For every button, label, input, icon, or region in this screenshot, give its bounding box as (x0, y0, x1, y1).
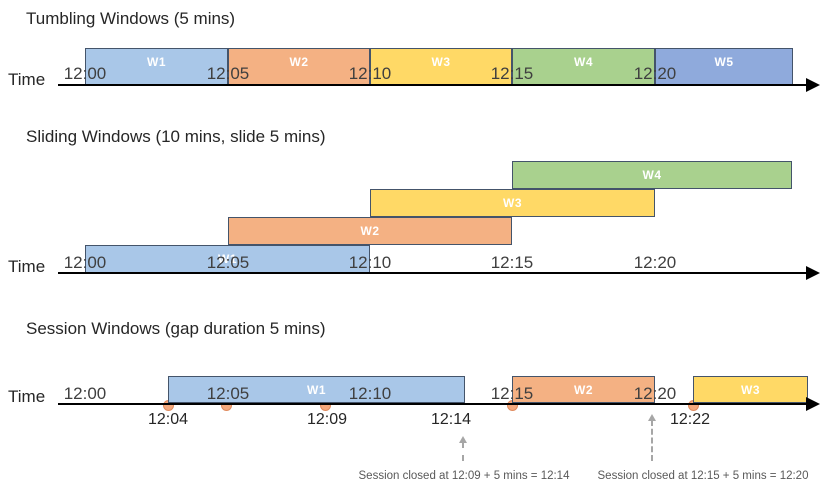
window-label: W3 (503, 196, 522, 210)
window-label: W1 (218, 252, 237, 266)
tick-label: 12:20 (633, 253, 677, 272)
tick-label: 12:20 (633, 384, 677, 403)
tick-label: 12:05 (206, 64, 250, 83)
axis-arrowhead-icon (806, 266, 820, 280)
callout-dashed-line (462, 442, 464, 461)
tick-label: 12:10 (348, 384, 392, 403)
session-axis-line (58, 403, 806, 405)
callout-text: Session closed at 12:09 + 5 mins = 12:14 (358, 470, 570, 482)
tick-label: 12:15 (490, 253, 534, 272)
tick-label: 12:05 (206, 253, 250, 272)
callout-text: Session closed at 12:15 + 5 mins = 12:20 (597, 470, 809, 482)
window-bar-w4: W4 (512, 161, 792, 189)
tumbling-time-axis-label: Time (8, 70, 46, 89)
tick-label: 12:05 (206, 384, 250, 403)
window-bar-w2: W2 (512, 376, 655, 403)
window-label: W3 (431, 55, 451, 69)
tick-label: 12:10 (348, 64, 392, 83)
event-time-label: 12:04 (147, 411, 189, 428)
window-bar-w1: W1 (85, 245, 370, 273)
sliding-time-axis-label: Time (8, 257, 46, 276)
tick-label: 12:00 (63, 253, 107, 272)
event-time-label: 12:22 (669, 411, 711, 428)
window-label: W2 (360, 224, 380, 238)
tick-label: 12:00 (63, 384, 107, 403)
window-label: W2 (289, 55, 309, 69)
window-bar-w3: W3 (370, 189, 655, 217)
tick-label: 12:15 (490, 384, 534, 403)
callout-up-arrow-icon (648, 414, 656, 421)
tick-label: 12:00 (63, 64, 107, 83)
window-bar-w1: W1 (168, 376, 465, 403)
sliding-section-title: Sliding Windows (10 mins, slide 5 mins) (26, 127, 326, 146)
callout-up-arrow-icon (459, 436, 467, 443)
session-time-axis-label: Time (8, 387, 46, 406)
window-label: W3 (741, 382, 760, 397)
window-label: W5 (714, 55, 734, 69)
axis-arrowhead-icon (806, 78, 820, 92)
sliding-axis-line (58, 272, 806, 274)
tick-label: 12:10 (348, 253, 392, 272)
window-bar-w1: W1 (85, 48, 228, 85)
window-label: W4 (642, 168, 662, 182)
axis-arrowhead-icon (806, 397, 820, 411)
tick-label: 12:20 (633, 64, 677, 83)
callout-dashed-line (651, 420, 653, 461)
window-bar-w5: W5 (655, 48, 793, 85)
tumbling-section-title: Tumbling Windows (5 mins) (26, 9, 236, 28)
window-label: W4 (574, 55, 593, 69)
window-label: W1 (307, 382, 326, 397)
window-bar-w3: W3 (370, 48, 512, 85)
event-time-label: 12:09 (306, 411, 348, 428)
tick-label: 12:15 (490, 64, 534, 83)
window-bar-w3: W3 (693, 376, 808, 403)
event-time-label: 12:14 (430, 411, 472, 428)
window-label: W1 (147, 55, 166, 69)
session-section-title: Session Windows (gap duration 5 mins) (26, 319, 326, 338)
window-bar-w2: W2 (228, 217, 512, 245)
window-label: W2 (574, 382, 593, 397)
tumbling-axis-line (58, 84, 806, 86)
